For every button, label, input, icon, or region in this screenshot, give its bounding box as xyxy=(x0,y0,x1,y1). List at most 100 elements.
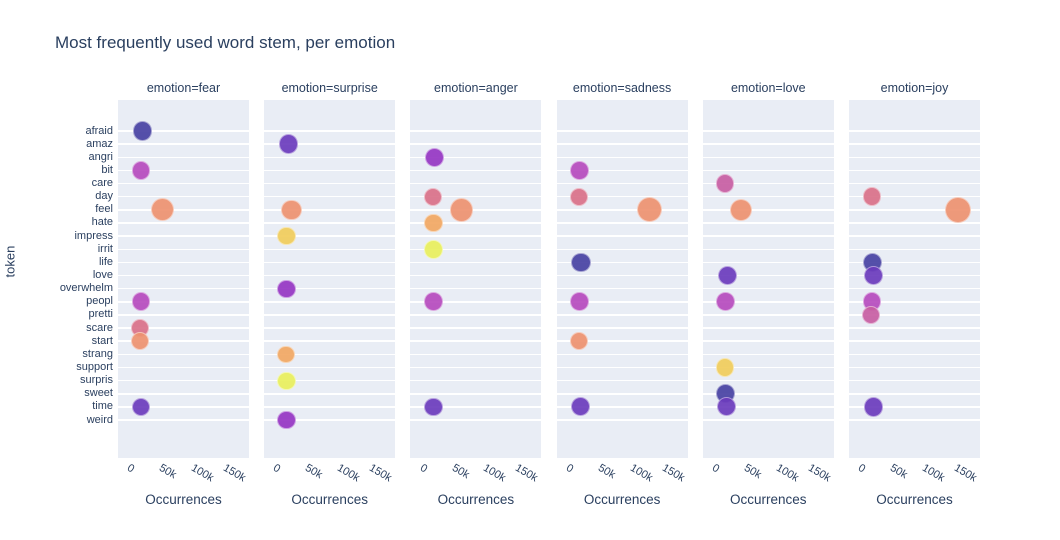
data-point-surprise-overwhelm[interactable] xyxy=(277,279,296,298)
gridline xyxy=(556,274,688,277)
gridline xyxy=(410,287,542,290)
gridline xyxy=(264,130,396,132)
gridline xyxy=(410,340,542,342)
y-tick-label-bit: bit xyxy=(101,163,113,176)
data-point-anger-time[interactable] xyxy=(424,397,443,417)
facet-panel-surprise[interactable] xyxy=(264,100,396,458)
x-tick-label-fear-50k: 50k xyxy=(157,462,179,482)
y-tick-label-irrit: irrit xyxy=(97,242,113,255)
gridline xyxy=(556,379,688,382)
gridline xyxy=(410,169,542,172)
gridline xyxy=(849,156,980,159)
gridline xyxy=(264,209,396,211)
gridline xyxy=(410,222,542,224)
gridline xyxy=(702,156,834,159)
data-point-fear-time[interactable] xyxy=(131,397,151,417)
y-tick-label-sweet: sweet xyxy=(84,387,113,400)
data-point-anger-feel[interactable] xyxy=(449,198,474,222)
y-tick-label-time: time xyxy=(92,400,113,413)
data-point-fear-afraid[interactable] xyxy=(132,121,152,141)
data-point-anger-irrit[interactable] xyxy=(424,239,443,259)
data-point-surprise-amaz[interactable] xyxy=(278,134,299,154)
facet-panel-joy[interactable] xyxy=(849,100,980,458)
gridline xyxy=(264,353,396,356)
gridline xyxy=(410,406,542,408)
data-point-joy-feel[interactable] xyxy=(944,196,971,223)
gridline xyxy=(849,340,980,342)
data-point-love-time[interactable] xyxy=(716,397,736,417)
gridline xyxy=(702,274,834,277)
gridline xyxy=(702,261,834,264)
facet-panel-anger[interactable] xyxy=(410,100,542,458)
data-point-love-care[interactable] xyxy=(716,174,735,193)
gridline xyxy=(702,327,834,329)
gridline xyxy=(118,393,249,395)
x-tick-label-surprise-0: 0 xyxy=(271,462,283,476)
data-point-joy-day[interactable] xyxy=(862,187,882,207)
facet-header-surprise: emotion=surprise xyxy=(281,81,378,95)
data-point-surprise-weird[interactable] xyxy=(277,410,296,430)
facet-panel-sadness[interactable] xyxy=(556,100,688,458)
facet-header-anger: emotion=anger xyxy=(434,81,518,95)
data-point-joy-love[interactable] xyxy=(863,265,883,286)
data-point-surprise-impress[interactable] xyxy=(277,227,296,246)
gridline xyxy=(556,366,688,369)
gridline xyxy=(702,340,834,342)
data-point-anger-hate[interactable] xyxy=(424,213,443,233)
gridline xyxy=(556,327,688,329)
data-point-love-love[interactable] xyxy=(717,265,738,286)
gridline xyxy=(264,419,396,421)
data-point-joy-pretti[interactable] xyxy=(862,305,881,325)
x-tick-label-anger-50k: 50k xyxy=(449,462,471,482)
data-point-fear-start[interactable] xyxy=(131,332,150,351)
x-axis-title-surprise: Occurrences xyxy=(291,492,368,507)
data-point-anger-angri[interactable] xyxy=(425,147,445,167)
data-point-surprise-surpris[interactable] xyxy=(277,371,296,390)
data-point-sadness-start[interactable] xyxy=(569,332,589,351)
gridline xyxy=(118,169,249,172)
y-tick-label-overwhelm: overwhelm xyxy=(59,282,113,295)
data-point-joy-time[interactable] xyxy=(863,397,883,417)
x-axis-title-anger: Occurrences xyxy=(437,492,515,507)
gridline xyxy=(702,169,834,172)
gridline xyxy=(264,195,396,198)
data-point-anger-peopl[interactable] xyxy=(424,292,443,312)
data-point-sadness-day[interactable] xyxy=(569,187,589,206)
y-tick-label-start: start xyxy=(91,334,113,347)
gridline xyxy=(849,406,980,408)
facet-panel-love[interactable] xyxy=(702,100,834,458)
y-tick-label-support: support xyxy=(76,361,113,374)
x-tick-label-sadness-50k: 50k xyxy=(595,462,618,482)
y-tick-label-peopl: peopl xyxy=(86,295,113,308)
data-point-sadness-time[interactable] xyxy=(570,397,590,417)
gridline xyxy=(556,353,688,356)
data-point-fear-peopl[interactable] xyxy=(131,292,151,312)
facet-panel-fear[interactable] xyxy=(118,100,249,458)
data-point-anger-day[interactable] xyxy=(423,187,442,206)
x-tick-label-joy-0: 0 xyxy=(856,462,868,476)
data-point-surprise-feel[interactable] xyxy=(281,199,302,221)
gridline xyxy=(702,314,834,316)
facet-header-fear: emotion=fear xyxy=(146,81,221,95)
gridline xyxy=(410,379,542,382)
gridline xyxy=(264,340,396,342)
gridline xyxy=(702,366,834,369)
data-point-love-peopl[interactable] xyxy=(716,292,736,312)
data-point-love-support[interactable] xyxy=(716,358,735,377)
data-point-sadness-feel[interactable] xyxy=(636,197,662,223)
gridline xyxy=(118,209,249,211)
gridline xyxy=(556,301,688,303)
y-tick-label-amaz: amaz xyxy=(86,137,113,150)
gridline xyxy=(264,156,396,159)
y-tick-label-strang: strang xyxy=(82,347,113,360)
data-point-love-feel[interactable] xyxy=(729,198,753,221)
data-point-fear-feel[interactable] xyxy=(151,198,175,222)
data-point-fear-bit[interactable] xyxy=(131,161,151,180)
x-tick-label-love-150k: 150k xyxy=(805,462,833,485)
data-point-surprise-strang[interactable] xyxy=(277,345,295,364)
gridline xyxy=(410,393,542,395)
data-point-sadness-peopl[interactable] xyxy=(570,292,589,312)
data-point-sadness-life[interactable] xyxy=(571,252,591,273)
data-point-sadness-bit[interactable] xyxy=(570,161,589,180)
gridline xyxy=(702,406,834,408)
